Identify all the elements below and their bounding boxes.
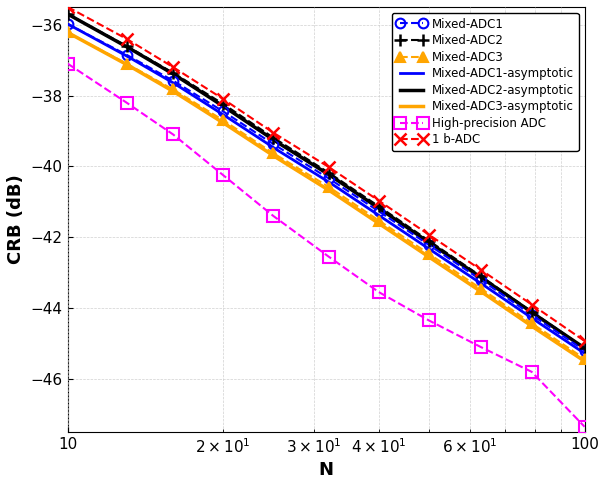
Legend: Mixed-ADC1, Mixed-ADC2, Mixed-ADC3, Mixed-ADC1-asymptotic, Mixed-ADC2-asymptotic: Mixed-ADC1, Mixed-ADC2, Mixed-ADC3, Mixe… <box>392 13 579 151</box>
Y-axis label: CRB (dB): CRB (dB) <box>7 174 25 264</box>
X-axis label: N: N <box>319 461 334 479</box>
